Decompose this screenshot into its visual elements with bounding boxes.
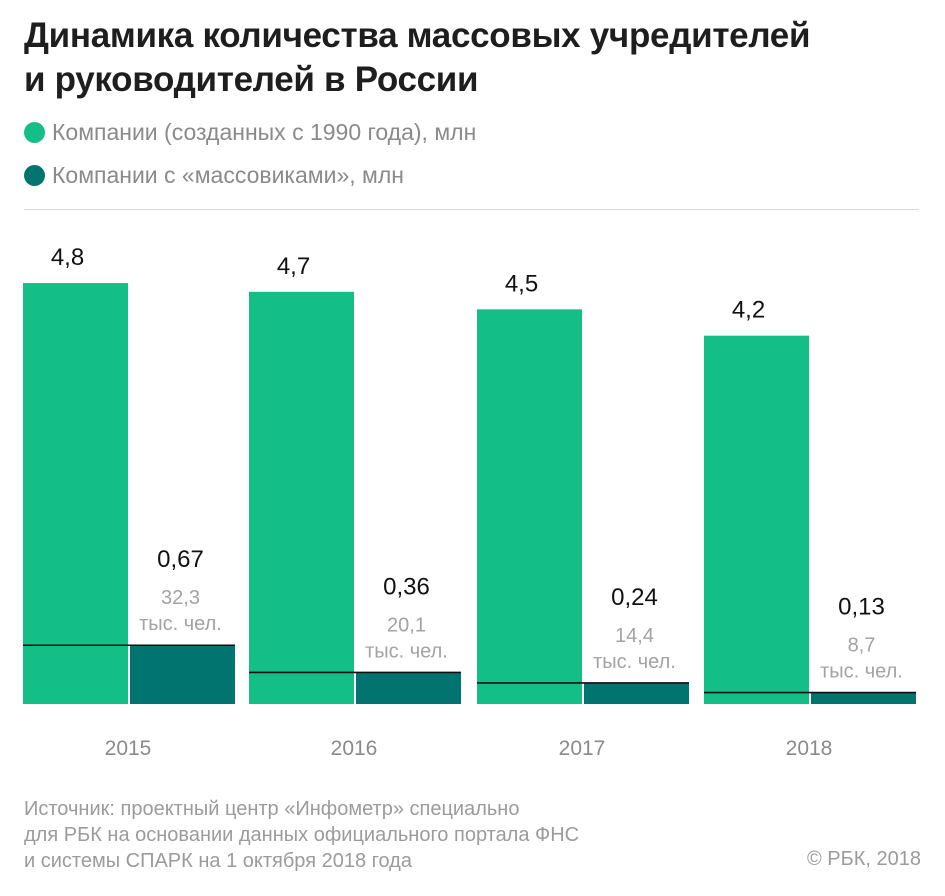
x-tick-label-2018: 2018 xyxy=(786,737,833,760)
bar-mass-companies-2015 xyxy=(130,645,235,704)
bar-mass-companies-2018 xyxy=(811,692,916,704)
people-count-2015: 32,3 xyxy=(161,587,200,609)
people-count-2018: 8,7 xyxy=(848,635,876,657)
x-tick-label-2016: 2016 xyxy=(331,737,378,760)
value-label-mass-companies-2018: 0,13 xyxy=(838,594,885,621)
people-count-2016: 20,1 xyxy=(387,614,426,636)
bar-chart: 4,8 0,67 32,3 тыс. чел. 2015 4,7 0,36 20,1 тыс. … xyxy=(23,244,916,760)
value-label-mass-companies-2015: 0,67 xyxy=(157,546,204,573)
x-tick-label-2015: 2015 xyxy=(105,737,152,760)
value-label-companies-2016: 4,7 xyxy=(277,253,310,280)
people-count-2017: 14,4 xyxy=(615,625,654,647)
chart-title: Динамика количества массовых учредителей… xyxy=(24,14,924,102)
value-label-companies-2015: 4,8 xyxy=(51,244,84,271)
source-line-1: Источник: проектный центр «Инфометр» спе… xyxy=(24,798,520,820)
people-unit-2017: тыс. чел. xyxy=(593,651,676,673)
value-label-mass-companies-2016: 0,36 xyxy=(383,573,430,600)
legend-swatch-mass-companies xyxy=(24,165,45,186)
legend-label-companies: Компании (созданных с 1990 года), млн xyxy=(52,119,477,145)
people-unit-2015: тыс. чел. xyxy=(139,613,222,635)
title-line-2: и руководителей в России xyxy=(24,60,479,99)
value-label-mass-companies-2017: 0,24 xyxy=(611,584,658,611)
people-unit-2016: тыс. чел. xyxy=(365,640,448,662)
legend-label-mass-companies: Компании с «массовиками», млн xyxy=(52,162,404,188)
bar-companies-2015 xyxy=(23,283,128,704)
bar-companies-2017 xyxy=(477,309,582,704)
legend-item-mass-companies: Компании с «массовиками», млн xyxy=(24,162,404,189)
source-line-3: и системы СПАРК на 1 октября 2018 года xyxy=(24,850,412,872)
legend-item-companies: Компании (созданных с 1990 года), млн xyxy=(24,119,476,146)
bar-companies-2018 xyxy=(704,335,809,704)
value-label-companies-2018: 4,2 xyxy=(732,297,765,324)
title-line-1: Динамика количества массовых учредителей xyxy=(24,16,811,55)
bar-companies-2016 xyxy=(249,291,354,704)
value-label-companies-2017: 4,5 xyxy=(505,270,538,297)
bar-mass-companies-2016 xyxy=(356,672,461,704)
copyright: © РБК, 2018 xyxy=(806,848,921,870)
people-unit-2018: тыс. чел. xyxy=(820,661,903,683)
source-line-2: для РБК на основании данных официального… xyxy=(24,824,580,846)
source-note: Источник: проектный центр «Инфометр» спе… xyxy=(24,796,579,874)
bar-mass-companies-2017 xyxy=(584,682,689,704)
x-tick-label-2017: 2017 xyxy=(559,737,606,760)
legend-swatch-companies xyxy=(24,122,45,143)
header-divider xyxy=(24,209,919,210)
